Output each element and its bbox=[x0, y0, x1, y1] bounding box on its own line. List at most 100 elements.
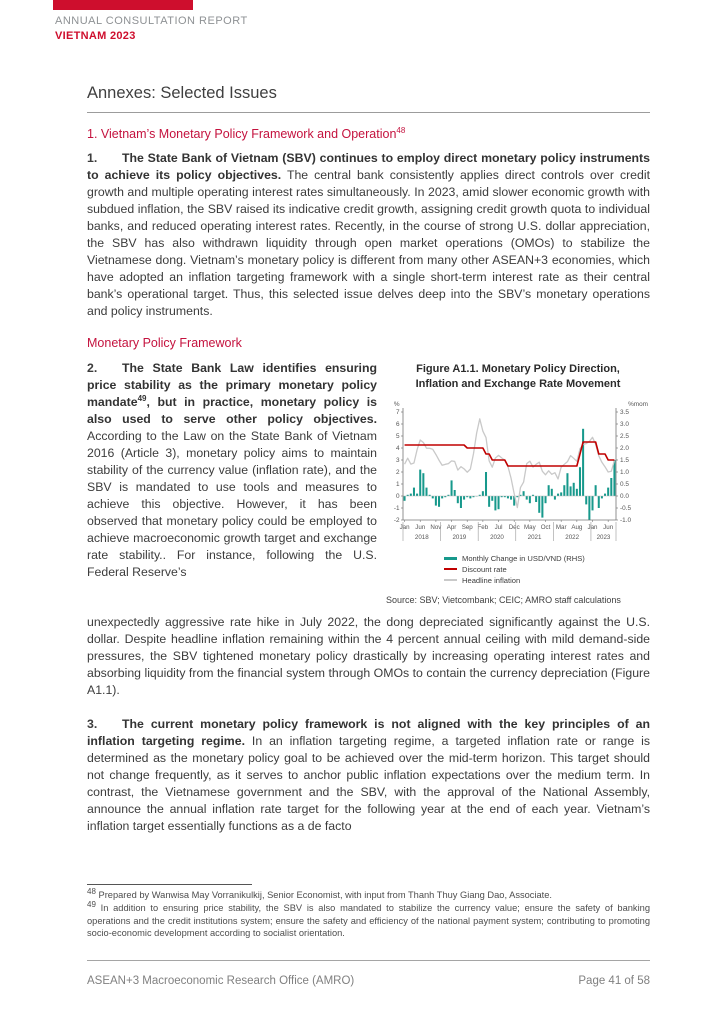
footnote-49-text: In addition to ensuring price stability,… bbox=[87, 903, 650, 939]
footnotes-block: 48 Prepared by Wanwisa May Vorranikulkij… bbox=[87, 884, 650, 940]
brand-bar bbox=[53, 0, 193, 10]
paragraph-2-text: According to the Law on the State Bank o… bbox=[87, 429, 377, 579]
section-heading: 1. Vietnam’s Monetary Policy Framework a… bbox=[87, 125, 650, 141]
paragraph-1: 1. The State Bank of Vietnam (SBV) contin… bbox=[87, 150, 650, 320]
legend-swatch-bar bbox=[444, 556, 457, 560]
svg-text:Dec: Dec bbox=[509, 524, 520, 531]
legend-item: Monthly Change in USD/VND (RHS) bbox=[444, 554, 650, 563]
svg-text:-2: -2 bbox=[394, 517, 400, 524]
footnote-49-marker: 49 bbox=[87, 900, 96, 910]
page-footer: ASEAN+3 Macroeconomic Research Office (A… bbox=[87, 960, 650, 987]
figure-source: Source: SBV; Vietcombank; CEIC; AMRO sta… bbox=[386, 594, 621, 605]
legend-item: Discount rate bbox=[444, 565, 650, 574]
paragraph-3-number: 3. bbox=[87, 716, 98, 731]
svg-text:4: 4 bbox=[396, 445, 400, 452]
svg-text:Sep: Sep bbox=[462, 524, 474, 531]
svg-text:1.5: 1.5 bbox=[620, 457, 629, 464]
svg-text:Oct: Oct bbox=[541, 524, 551, 531]
page-title: Annexes: Selected Issues bbox=[87, 84, 277, 102]
footer-organization: ASEAN+3 Macroeconomic Research Office (A… bbox=[87, 975, 355, 987]
legend-label: Monthly Change in USD/VND (RHS) bbox=[462, 553, 585, 563]
footnote-48: 48 Prepared by Wanwisa May Vorranikulkij… bbox=[87, 886, 650, 901]
footer-page-number: Page 41 of 58 bbox=[578, 975, 650, 987]
paragraph-2-footnote-ref: 49 bbox=[137, 393, 147, 403]
subsection-heading: Monetary Policy Framework bbox=[87, 336, 242, 350]
svg-text:-1: -1 bbox=[394, 505, 400, 512]
svg-text:2: 2 bbox=[396, 469, 400, 476]
legend-item: Headline inflation bbox=[444, 576, 650, 585]
svg-text:6: 6 bbox=[396, 421, 400, 428]
svg-text:%: % bbox=[394, 401, 400, 408]
svg-text:Jul: Jul bbox=[495, 524, 503, 531]
text-column: 2. The State Bank Law identifies ensuring… bbox=[87, 360, 377, 605]
footnote-48-text: Prepared by Wanwisa May Vorranikulkij, S… bbox=[95, 890, 553, 900]
paragraph-3-text: In an inflation targeting regime, a targ… bbox=[87, 733, 650, 833]
svg-text:1.0: 1.0 bbox=[620, 469, 629, 476]
svg-text:2.5: 2.5 bbox=[620, 433, 629, 440]
legend-swatch-line bbox=[444, 579, 457, 581]
figure-caption-line1: Figure A1.1. Monetary Policy Direction, bbox=[416, 363, 620, 375]
svg-text:2020: 2020 bbox=[490, 534, 504, 541]
figure-chart-svg: -2 -1 0 1 2 3 4 5 6 7 -1.0 -0.5 0.0 0.5 1.0 1.5 2.0 2.5 3.… bbox=[394, 401, 648, 541]
paragraph-2-lead-b: , but in practice, monetary policy is al… bbox=[87, 395, 377, 426]
figure-column: Figure A1.1. Monetary Policy Direction, … bbox=[386, 360, 650, 605]
two-column-block: 2. The State Bank Law identifies ensuring… bbox=[87, 360, 650, 605]
svg-text:Apr: Apr bbox=[447, 524, 457, 531]
paragraph-2-number: 2. bbox=[87, 361, 98, 375]
svg-text:2021: 2021 bbox=[528, 534, 542, 541]
svg-text:Jan: Jan bbox=[588, 524, 599, 531]
paragraph-2-continuation: unexpectedly aggressive rate hike in Jul… bbox=[87, 614, 650, 697]
svg-text:May: May bbox=[524, 524, 537, 531]
legend-swatch-line bbox=[444, 568, 457, 571]
paragraph-2: 2. The State Bank Law identifies ensuring… bbox=[87, 360, 377, 581]
svg-text:2.0: 2.0 bbox=[620, 445, 629, 452]
svg-text:7: 7 bbox=[396, 409, 400, 416]
title-divider bbox=[87, 112, 650, 113]
svg-text:5: 5 bbox=[396, 433, 400, 440]
paragraph-3: 3. The current monetary policy framework … bbox=[87, 716, 650, 835]
svg-text:2019: 2019 bbox=[452, 534, 466, 541]
footnote-divider bbox=[87, 884, 252, 885]
svg-text:3: 3 bbox=[396, 457, 400, 464]
footer-row: ASEAN+3 Macroeconomic Research Office (A… bbox=[87, 975, 650, 987]
paragraph-1-text: The central bank consistently applies di… bbox=[87, 168, 651, 318]
svg-text:Jun: Jun bbox=[603, 524, 614, 531]
report-type-label: ANNUAL CONSULTATION REPORT bbox=[55, 15, 248, 27]
svg-text:-1.0: -1.0 bbox=[620, 517, 631, 524]
svg-text:Mar: Mar bbox=[556, 524, 567, 531]
footnote-48-marker: 48 bbox=[87, 886, 96, 896]
figure-caption: Figure A1.1. Monetary Policy Direction, … bbox=[386, 362, 650, 392]
svg-text:%mom: %mom bbox=[628, 401, 648, 408]
svg-text:0.5: 0.5 bbox=[620, 481, 629, 488]
footnote-49: 49 In addition to ensuring price stabili… bbox=[87, 900, 650, 939]
section-heading-footnote-ref: 48 bbox=[396, 125, 406, 135]
svg-text:Jun: Jun bbox=[415, 524, 426, 531]
section-heading-text: 1. Vietnam’s Monetary Policy Framework a… bbox=[87, 127, 397, 141]
footer-divider bbox=[87, 960, 650, 961]
svg-text:2023: 2023 bbox=[597, 534, 611, 541]
svg-text:Aug: Aug bbox=[571, 524, 583, 531]
legend-label: Headline inflation bbox=[462, 575, 521, 585]
svg-text:2022: 2022 bbox=[565, 534, 579, 541]
paragraph-1-number: 1. bbox=[87, 151, 98, 165]
svg-text:Nov: Nov bbox=[430, 524, 442, 531]
svg-text:2018: 2018 bbox=[415, 534, 429, 541]
figure-caption-line2: Inflation and Exchange Rate Movement bbox=[415, 377, 621, 390]
svg-text:-0.5: -0.5 bbox=[620, 505, 631, 512]
paragraph-2-lead-a: The State Bank Law identifies ensuring p… bbox=[87, 361, 377, 409]
svg-text:3.5: 3.5 bbox=[620, 409, 629, 416]
country-year-label: VIETNAM 2023 bbox=[55, 29, 136, 42]
legend-label: Discount rate bbox=[462, 564, 507, 574]
svg-text:1: 1 bbox=[396, 481, 400, 488]
page-content: Annexes: Selected Issues 1. Vietnam’s Mo… bbox=[87, 0, 650, 835]
chart-legend: Monthly Change in USD/VND (RHS) Discount … bbox=[444, 554, 650, 585]
svg-text:0: 0 bbox=[396, 493, 400, 500]
svg-text:0.0: 0.0 bbox=[620, 493, 629, 500]
svg-text:Jan: Jan bbox=[400, 524, 411, 531]
page-header: ANNUAL CONSULTATION REPORT VIETNAM 2023 bbox=[55, 15, 248, 44]
paragraph-3-lead: The current monetary policy framework is… bbox=[87, 716, 650, 748]
svg-text:Feb: Feb bbox=[478, 524, 489, 531]
figure-chart: -2 -1 0 1 2 3 4 5 6 7 -1.0 -0.5 0.0 0.5 1.0 1.5 2.0 2.5 3.… bbox=[386, 400, 650, 552]
svg-text:3.0: 3.0 bbox=[620, 421, 629, 428]
